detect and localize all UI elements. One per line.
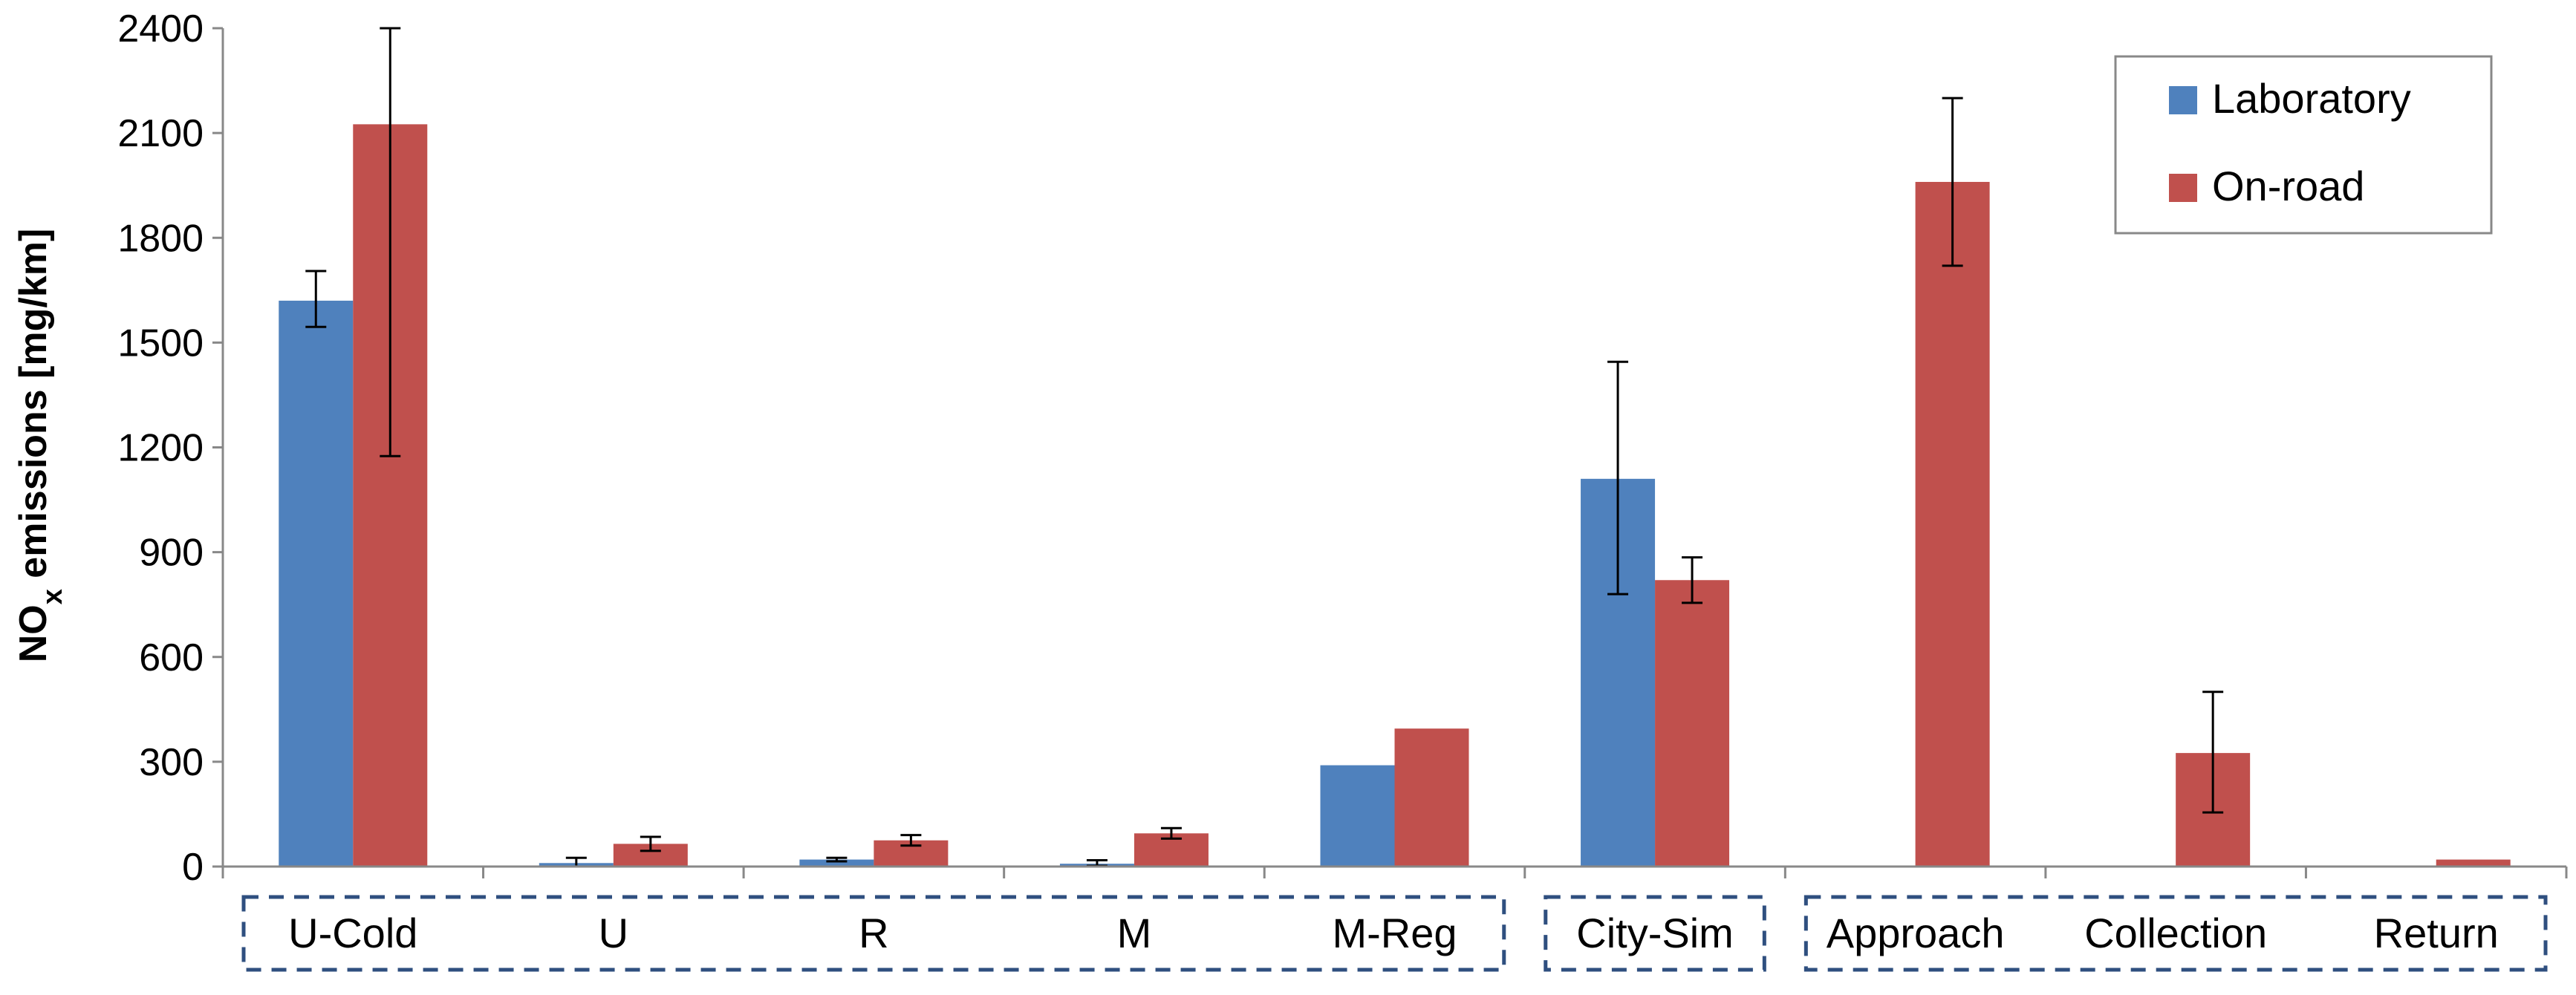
x-category-label-u: U bbox=[599, 910, 628, 956]
y-axis-ticks: 0 300 600 900 1200 1500 1800 2100 2400 bbox=[117, 7, 223, 889]
y-axis-title-main: NO bbox=[12, 604, 55, 662]
y-axis-title-subscript: x bbox=[37, 589, 68, 604]
x-category-label-m-reg: M-Reg bbox=[1332, 910, 1457, 956]
axes bbox=[221, 28, 2568, 878]
y-tick-label: 1800 bbox=[117, 217, 204, 260]
legend-frame bbox=[2114, 55, 2493, 235]
legend-swatch-laboratory bbox=[2169, 86, 2197, 114]
y-tick-label: 0 bbox=[182, 846, 204, 889]
bar-on-road-return bbox=[2436, 859, 2511, 867]
error-bars bbox=[305, 27, 2224, 868]
bar-laboratory-m-reg bbox=[1320, 765, 1395, 867]
bar-series bbox=[279, 124, 2511, 867]
legend-label-on-road: On-road bbox=[2212, 163, 2364, 209]
bar-laboratory-u-cold bbox=[279, 300, 354, 867]
y-tick-label: 1500 bbox=[117, 322, 204, 365]
x-category-label-approach: Approach bbox=[1827, 910, 2005, 956]
category-group-boxes bbox=[241, 895, 2548, 972]
x-category-label-u-cold: U-Cold bbox=[288, 910, 417, 956]
bar-on-road-city-sim bbox=[1655, 580, 1730, 867]
y-axis-title: NOx emissions [mg/km] bbox=[12, 229, 68, 663]
y-tick-label: 900 bbox=[139, 532, 204, 575]
x-category-label-r: R bbox=[859, 910, 888, 956]
y-axis-title-rest: emissions [mg/km] bbox=[12, 229, 55, 589]
bar-on-road-m-reg bbox=[1394, 728, 1469, 867]
y-tick-label: 600 bbox=[139, 636, 204, 679]
bar-on-road-approach bbox=[1915, 181, 1990, 867]
y-tick-label: 300 bbox=[139, 741, 204, 784]
x-category-label-return: Return bbox=[2374, 910, 2499, 956]
x-category-label-m: M bbox=[1117, 910, 1152, 956]
y-tick-label: 2400 bbox=[117, 7, 204, 50]
bar-laboratory-r bbox=[799, 859, 874, 867]
x-category-label-city-sim: City-Sim bbox=[1576, 910, 1734, 956]
group-box-city-simulation bbox=[1544, 895, 1766, 972]
y-tick-label: 2100 bbox=[117, 112, 204, 155]
y-tick-label: 1200 bbox=[117, 427, 204, 470]
category-labels: U-Cold U R M M-Reg City-Sim Approach Collection… bbox=[288, 910, 2499, 956]
x-category-label-collection: Collection bbox=[2084, 910, 2267, 956]
legend-swatch-on-road bbox=[2169, 174, 2197, 202]
legend: Laboratory On-road bbox=[2114, 55, 2493, 235]
group-box-laboratory-phases bbox=[241, 895, 1506, 972]
legend-label-laboratory: Laboratory bbox=[2212, 75, 2411, 122]
